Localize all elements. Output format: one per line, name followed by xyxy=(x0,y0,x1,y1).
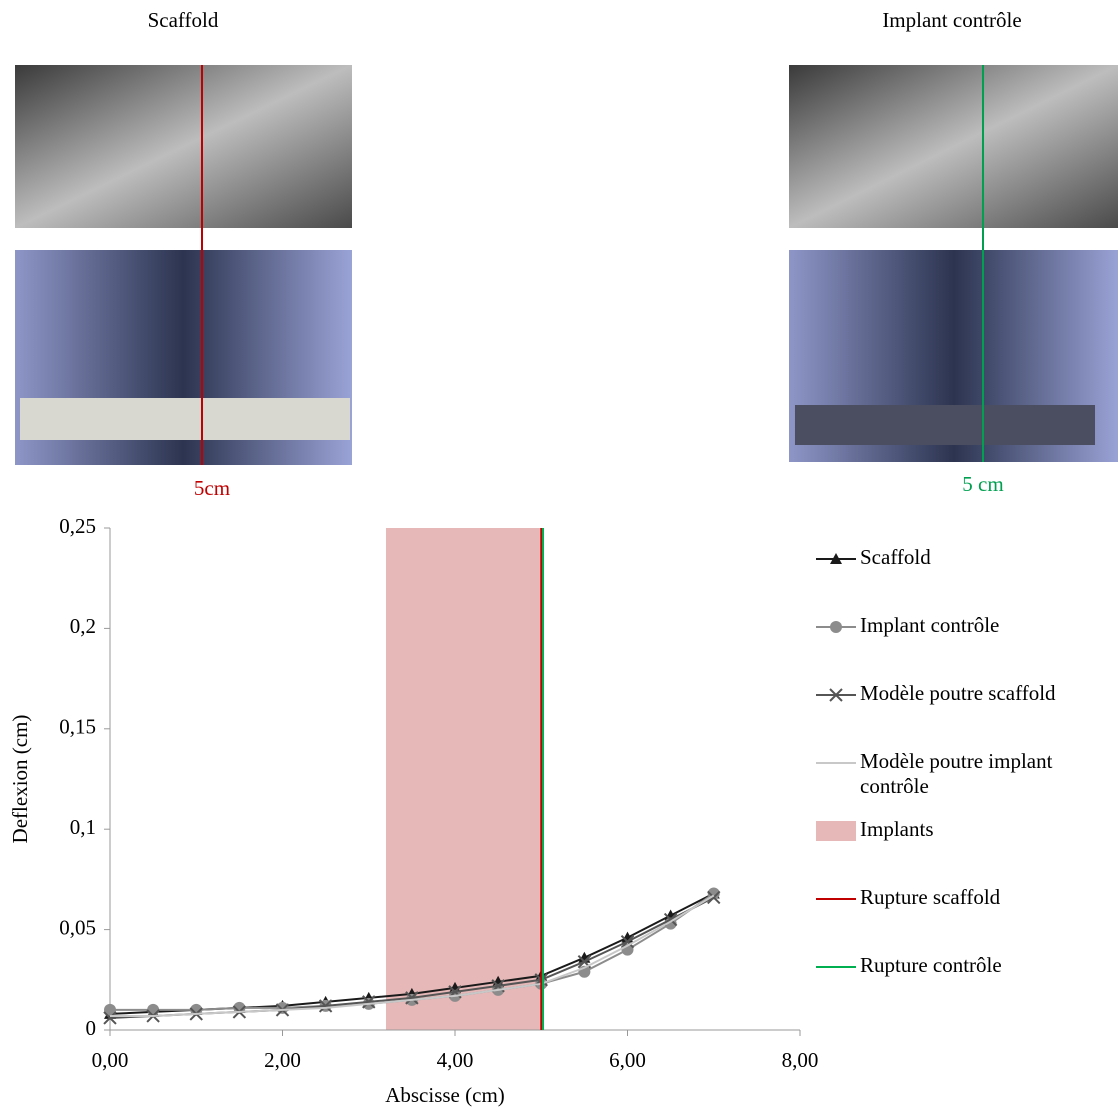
y-tick-label: 0 xyxy=(86,1016,97,1040)
legend-icon xyxy=(816,621,856,633)
marker xyxy=(147,1003,160,1016)
marker xyxy=(830,621,842,633)
x-tick-label: 4,00 xyxy=(437,1048,474,1072)
series-line xyxy=(110,894,715,1017)
marker xyxy=(318,999,333,1013)
y-tick-label: 0,05 xyxy=(59,915,96,939)
legend-item: Implant contrôle xyxy=(812,613,1118,681)
xray-photo xyxy=(789,65,1118,228)
panel-label: 5 cm xyxy=(962,472,1003,496)
legend-icon xyxy=(816,762,856,764)
panel-title: Scaffold xyxy=(148,8,219,32)
panel-label: 5cm xyxy=(194,476,230,500)
marker xyxy=(829,688,843,702)
xray-photo xyxy=(15,65,352,228)
x-tick-label: 0,00 xyxy=(92,1048,129,1072)
legend-item: Modèle poutre scaffold xyxy=(812,681,1118,749)
legend-icon xyxy=(816,821,856,841)
marker xyxy=(830,553,842,564)
legend-label: Implants xyxy=(860,817,934,841)
legend-label: Scaffold xyxy=(860,545,931,569)
x-axis-label: Abscisse (cm) xyxy=(385,1083,505,1107)
y-tick-label: 0,1 xyxy=(70,815,96,839)
marker xyxy=(707,890,721,905)
legend-label: Modèle poutre scaffold xyxy=(860,681,1056,705)
y-axis-label: Deflexion (cm) xyxy=(8,715,32,844)
marker xyxy=(104,1003,116,1016)
ruler xyxy=(20,398,350,440)
legend-swatch xyxy=(816,821,856,841)
legend-item: Implants xyxy=(812,817,1118,885)
legend-icon xyxy=(816,688,856,702)
legend-item: Rupture contrôle xyxy=(812,953,1118,1021)
marker xyxy=(620,934,635,949)
legend-item: Rupture scaffold xyxy=(812,885,1118,953)
marker xyxy=(405,991,419,1005)
ruler xyxy=(795,405,1095,445)
legend-icon xyxy=(816,898,856,900)
marker xyxy=(276,1001,289,1014)
legend-item: Modèle poutre implant contrôle xyxy=(812,749,1118,817)
legend-label: Implant contrôle xyxy=(860,613,1000,637)
legend-icon xyxy=(816,553,856,564)
legend: Scaffold Implant contrôle Modèle poutre sc… xyxy=(812,545,1118,1021)
x-tick-label: 8,00 xyxy=(782,1048,819,1072)
implant-band xyxy=(386,528,542,1030)
legend-label: Rupture scaffold xyxy=(860,885,1001,909)
marker xyxy=(362,995,376,1009)
panel-title: Implant contrôle xyxy=(882,8,1021,32)
x-tick-label: 2,00 xyxy=(264,1048,301,1072)
legend-item: Scaffold xyxy=(812,545,1118,613)
legend-icon xyxy=(816,966,856,968)
legend-label: Rupture contrôle xyxy=(860,953,1002,977)
y-tick-label: 0,25 xyxy=(59,514,96,538)
y-tick-label: 0,15 xyxy=(59,715,96,739)
x-tick-label: 6,00 xyxy=(609,1048,646,1072)
y-tick-label: 0,2 xyxy=(70,614,96,638)
marker xyxy=(103,1011,117,1025)
legend-label: Modèle poutre implant contrôle xyxy=(860,749,1053,798)
